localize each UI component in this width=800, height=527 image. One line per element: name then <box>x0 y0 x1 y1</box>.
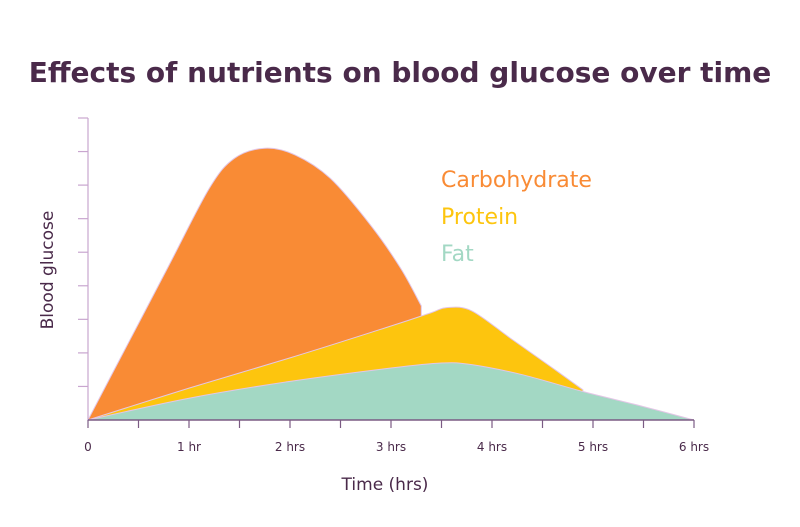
y-axis-label: Blood glucose <box>38 211 58 330</box>
y-axis-ticks <box>78 117 88 388</box>
legend-entry-fat: Fat <box>441 242 474 267</box>
x-tick-label: 0 <box>84 440 92 454</box>
area-fat <box>87 362 695 421</box>
legend-entry-carbohydrate: Carbohydrate <box>441 168 592 193</box>
chart-legend: Carbohydrate Protein Fat <box>441 168 592 267</box>
chart-areas <box>87 147 695 421</box>
x-tick-label: 1 hr <box>177 440 201 454</box>
x-tick-label: 3 hrs <box>376 440 406 454</box>
x-tick-label: 4 hrs <box>477 440 507 454</box>
x-axis-label: Time (hrs) <box>341 475 429 495</box>
x-tick-label: 6 hrs <box>679 440 709 454</box>
x-tick-label: 2 hrs <box>275 440 305 454</box>
x-tick-label: 5 hrs <box>578 440 608 454</box>
chart-title: Effects of nutrients on blood glucose ov… <box>29 56 772 89</box>
legend-entry-protein: Protein <box>441 205 518 230</box>
x-axis-ticks: 0 1 hr 2 hrs 3 hrs 4 hrs 5 hrs 6 hrs <box>84 420 709 454</box>
